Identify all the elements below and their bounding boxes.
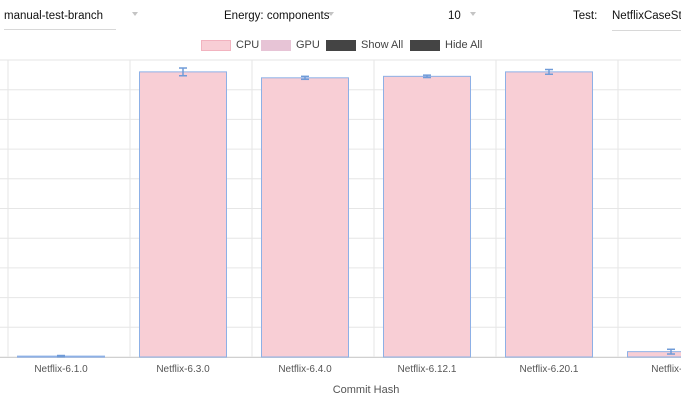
chevron-down-icon	[328, 12, 334, 16]
legend-swatch-hide-all	[410, 39, 440, 51]
legend-swatch-cpu	[201, 39, 231, 51]
metric-dropdown-value: Energy: components	[224, 10, 330, 22]
bar-cpu	[505, 71, 593, 358]
filter-bar: manual-test-branch Energy: components 10…	[0, 0, 681, 34]
x-tick-label: Netflix-6.1.0	[34, 364, 88, 375]
test-input-value: NetflixCaseStudy	[612, 10, 681, 22]
x-tick-label: Netflix-6.12.1	[398, 364, 457, 375]
metric-dropdown[interactable]: Energy: components	[224, 8, 336, 30]
count-dropdown-value: 10	[448, 10, 461, 22]
x-tick-label: Netflix-6.3.0	[156, 364, 210, 375]
legend-label-cpu: CPU	[236, 39, 260, 51]
x-tick-label: Netflix-7.	[651, 364, 681, 375]
chart-legend: CPU GPU Show All Hide All	[0, 37, 681, 55]
branch-dropdown[interactable]: manual-test-branch	[4, 8, 138, 30]
bar-cpu	[261, 77, 349, 358]
x-tick-labels: Netflix-6.1.0 Netflix-6.3.0 Netflix-6.4.0 N…	[34, 364, 681, 375]
dropdown-underline	[4, 29, 116, 30]
chevron-down-icon	[470, 12, 476, 16]
show-all-label: Show All	[361, 39, 404, 51]
legend-swatch-gpu	[261, 39, 291, 51]
legend-label-gpu: GPU	[296, 39, 320, 51]
branch-dropdown-value: manual-test-branch	[4, 10, 104, 22]
x-axis-title: Commit Hash	[333, 384, 400, 396]
legend-item-cpu[interactable]: CPU	[201, 37, 259, 53]
count-dropdown[interactable]: 10	[448, 8, 476, 30]
legend-item-gpu[interactable]: GPU	[261, 37, 320, 53]
test-label: Test:	[573, 10, 598, 22]
x-tick-label: Netflix-6.4.0	[278, 364, 332, 375]
test-input[interactable]: NetflixCaseStudy	[612, 8, 681, 31]
chevron-down-icon	[132, 12, 138, 16]
bar-cpu	[383, 75, 471, 358]
hide-all-label: Hide All	[445, 39, 483, 51]
show-all-toggle[interactable]: Show All	[326, 37, 403, 53]
bars	[17, 67, 681, 358]
legend-swatch-show-all	[326, 39, 356, 51]
bar-cpu	[139, 71, 227, 358]
x-tick-label: Netflix-6.20.1	[520, 364, 579, 375]
hide-all-toggle[interactable]: Hide All	[410, 37, 482, 53]
